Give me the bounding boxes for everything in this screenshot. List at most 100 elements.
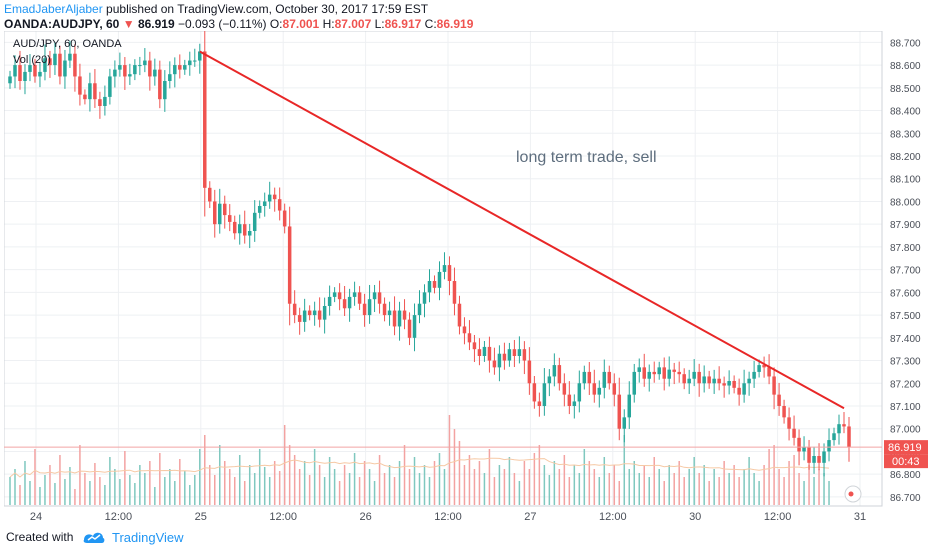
volume-bar [104,485,106,505]
down-triangle-icon: ▼ [122,17,135,31]
volume-ma-line [9,457,830,478]
snapshot-icon[interactable] [844,485,862,503]
candle [143,60,147,66]
volume-bar [463,465,466,505]
candle [53,53,57,66]
volume-bar [673,473,675,505]
volume-bar [393,477,396,505]
chart-area[interactable]: long term trade, sell AUD/JPY, 60, OANDA… [3,21,930,526]
candle [88,83,92,100]
volume-bar [219,445,221,505]
time-axis[interactable]: 24 12:00 25 12:00 26 12:00 27 12:00 30 12:00 31 [30,511,866,523]
candle [48,58,52,66]
candle [33,65,37,77]
candle [672,369,676,372]
created-with-text: Created with [6,530,74,544]
volume-bar [99,477,101,505]
x-tick-label: 26 [359,511,371,523]
candle [377,292,382,304]
volume-bar [209,465,211,505]
candle [73,53,77,77]
candle [113,69,117,77]
y-tick-label: 87.100 [890,402,921,413]
x-tick-label: 12:00 [434,511,462,523]
volume-bar [433,461,436,505]
candle [153,69,157,77]
volume-bar [578,473,581,505]
volume-bar [608,473,611,505]
volume-bar [258,449,261,505]
volume-bar [778,469,780,505]
author-link[interactable]: EmadJaberAljaber [4,2,103,16]
volume-bar [238,455,241,505]
candle [512,349,517,356]
candle [218,203,222,225]
volume-bar [233,477,236,505]
candle [168,74,172,81]
volume-bar [34,449,36,505]
volume-bar [808,465,810,505]
volume-bar [543,465,546,505]
candles [8,21,851,477]
price-chart[interactable]: long term trade, sell AUD/JPY, 60, OANDA… [3,21,930,526]
volume-bar [109,457,111,505]
volume-bar [64,479,66,505]
candle [188,60,192,66]
x-tick-label: 30 [689,511,701,523]
quote-line: OANDA:AUDJPY, 60 ▼ 86.919 −0.093 (−0.11%… [4,17,473,31]
volume-bar [318,465,321,505]
candle [173,65,177,75]
candle [562,383,567,395]
volume-bar [119,479,121,505]
candle [652,371,656,375]
close-label: C: [424,17,437,31]
candle [332,292,337,297]
candle [727,381,731,386]
y-tick-label: 88.600 [890,61,921,72]
volume-bar [333,469,336,505]
volume-bar [368,469,371,505]
annotation-text[interactable]: long term trade, sell [516,149,657,166]
volume-bar [154,487,156,505]
candle [148,60,152,77]
volume-bar [518,481,521,505]
candle [772,376,776,395]
volume-bar [758,481,760,505]
tradingview-logo-icon[interactable] [82,527,106,545]
volume-bar [503,469,506,505]
trendline[interactable] [199,50,845,410]
candle [158,69,162,100]
candle [198,51,202,61]
volume-bar [453,429,456,505]
volume-bar [199,449,201,505]
tradingview-brand[interactable]: TradingView [112,530,184,545]
candle [577,383,582,402]
candle [68,53,72,61]
candle [592,383,597,395]
volume-bar [688,469,690,505]
close-value: 86.919 [436,17,474,31]
candle [587,371,592,384]
volume-bar [89,481,91,505]
price-axis[interactable]: 88.700 88.600 88.500 88.400 88.300 88.200 88.1… [890,38,921,504]
volume-bar [273,461,276,505]
candle [807,446,811,463]
volume-bar [753,473,755,505]
volume-bar [818,469,820,505]
candle [682,374,686,384]
candle [128,74,132,77]
volume-bar [823,473,825,505]
volume-bar [493,477,496,505]
open-value: 87.001 [282,17,320,31]
candle [18,65,22,81]
volume-bar [373,481,376,505]
plot-border [3,30,883,507]
candle [28,65,32,72]
candle [118,65,122,70]
footer: Created with TradingView [6,526,930,548]
volume-bar [598,477,601,505]
volume-bar [9,477,11,505]
volume-bar [398,461,401,505]
volume-bar [303,461,306,505]
volume-bar [743,469,745,505]
